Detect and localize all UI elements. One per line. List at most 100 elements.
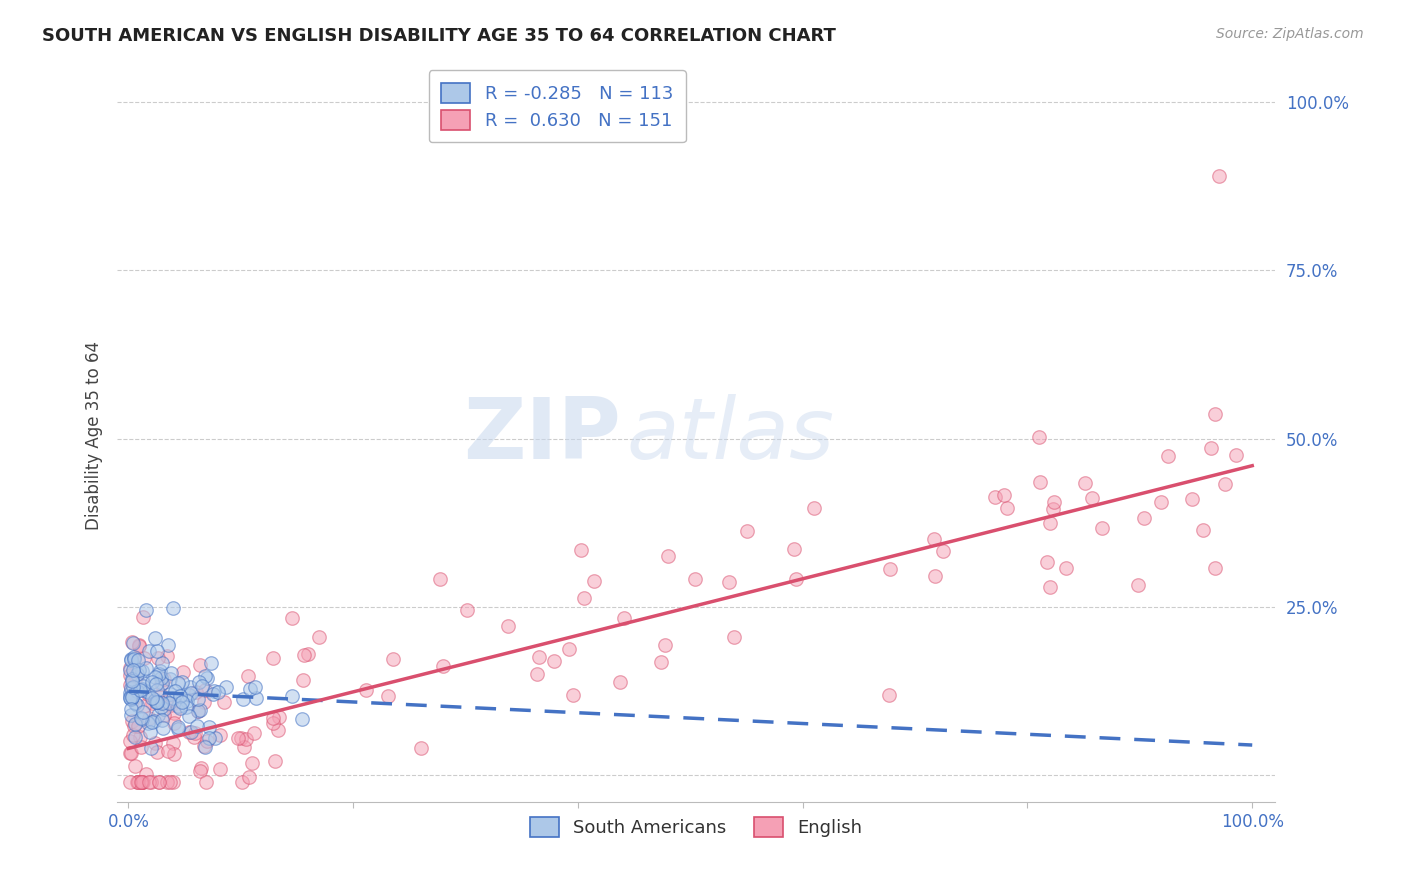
Point [456, 603, 478, 617]
Point [194, 668, 217, 682]
Point [120, 663, 142, 677]
Point [1029, 475, 1052, 489]
Point [125, 698, 148, 712]
Point [132, 679, 155, 693]
Point [124, 717, 146, 731]
Point [157, 638, 180, 652]
Point [186, 684, 208, 698]
Point [132, 775, 155, 789]
Point [1036, 555, 1059, 569]
Point [128, 638, 150, 652]
Point [685, 572, 707, 586]
Point [163, 684, 186, 698]
Point [152, 721, 174, 735]
Point [155, 695, 177, 709]
Point [134, 699, 156, 714]
Point [1204, 407, 1226, 421]
Point [121, 672, 143, 686]
Point [232, 739, 254, 754]
Point [167, 676, 190, 690]
Point [172, 665, 194, 679]
Point [377, 689, 399, 703]
Point [195, 672, 218, 686]
Point [135, 766, 157, 780]
Point [193, 695, 215, 709]
Point [527, 650, 550, 665]
Point [226, 731, 249, 746]
Point [191, 679, 214, 693]
Point [526, 666, 548, 681]
Point [235, 731, 257, 746]
Text: atlas: atlas [627, 394, 835, 477]
Point [264, 754, 287, 768]
Point [496, 619, 519, 633]
Point [718, 574, 741, 589]
Point [128, 639, 150, 653]
Point [172, 695, 194, 709]
Point [135, 661, 157, 675]
Point [1133, 511, 1156, 525]
Point [924, 569, 946, 583]
Point [118, 667, 141, 681]
Point [232, 692, 254, 706]
Point [138, 711, 160, 725]
Point [543, 655, 565, 669]
Point [131, 775, 153, 789]
Point [1074, 475, 1097, 490]
Point [281, 689, 304, 703]
Text: SOUTH AMERICAN VS ENGLISH DISABILITY AGE 35 TO 64 CORRELATION CHART: SOUTH AMERICAN VS ENGLISH DISABILITY AGE… [42, 27, 837, 45]
Point [179, 680, 201, 694]
Point [145, 695, 167, 709]
Point [136, 716, 159, 731]
Point [1091, 521, 1114, 535]
Point [177, 724, 200, 739]
Point [122, 719, 145, 733]
Point [141, 691, 163, 706]
Y-axis label: Disability Age 35 to 64: Disability Age 35 to 64 [86, 341, 103, 530]
Point [429, 572, 451, 586]
Text: Source: ZipAtlas.com: Source: ZipAtlas.com [1216, 27, 1364, 41]
Point [162, 600, 184, 615]
Point [166, 720, 188, 734]
Point [143, 736, 166, 750]
Point [141, 675, 163, 690]
Point [572, 591, 595, 605]
Point [143, 631, 166, 645]
Point [132, 609, 155, 624]
Point [146, 644, 169, 658]
Point [187, 704, 209, 718]
Point [153, 672, 176, 686]
Point [194, 740, 217, 755]
Point [650, 656, 672, 670]
Point [153, 702, 176, 716]
Point [162, 775, 184, 789]
Point [292, 648, 315, 662]
Point [243, 725, 266, 739]
Point [262, 716, 284, 731]
Point [162, 690, 184, 705]
Point [120, 652, 142, 666]
Point [292, 673, 315, 687]
Point [1150, 495, 1173, 509]
Point [150, 676, 173, 690]
Point [125, 683, 148, 698]
Point [240, 756, 263, 770]
Point [150, 677, 173, 691]
Point [188, 702, 211, 716]
Point [136, 684, 159, 698]
Point [657, 549, 679, 564]
Point [122, 636, 145, 650]
Point [167, 699, 190, 714]
Point [238, 669, 260, 683]
Point [127, 719, 149, 733]
Point [723, 630, 745, 644]
Point [138, 644, 160, 658]
Point [409, 741, 432, 756]
Point [169, 700, 191, 714]
Point [120, 653, 142, 667]
Point [156, 744, 179, 758]
Point [121, 673, 143, 688]
Point [118, 686, 141, 700]
Point [198, 731, 221, 746]
Point [148, 651, 170, 665]
